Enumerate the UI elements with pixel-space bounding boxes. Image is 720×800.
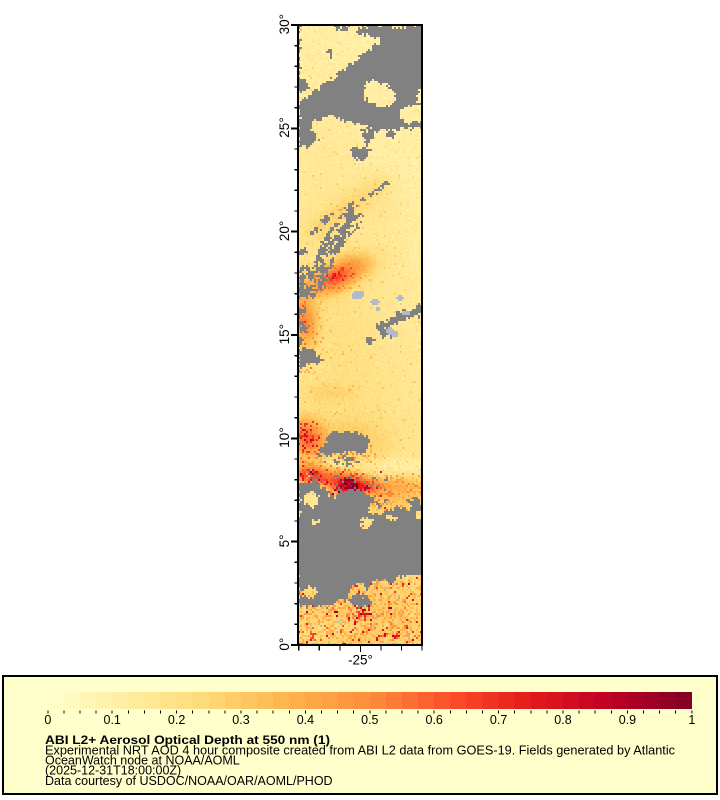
svg-text:0.9: 0.9 — [619, 713, 636, 727]
svg-text:-25°: -25° — [348, 653, 373, 668]
svg-text:0.3: 0.3 — [232, 713, 249, 727]
svg-text:10°: 10° — [277, 427, 292, 447]
svg-text:1: 1 — [688, 713, 695, 727]
svg-text:OceanWatch node at NOAA/AOML: OceanWatch node at NOAA/AOML — [45, 754, 240, 768]
svg-text:0.1: 0.1 — [104, 713, 121, 727]
svg-text:Data courtesy of USDOC/NOAA/OA: Data courtesy of USDOC/NOAA/OAR/AOML/PHO… — [45, 774, 333, 788]
svg-text:30°: 30° — [277, 14, 292, 34]
svg-text:0.2: 0.2 — [168, 713, 185, 727]
svg-text:Experimental NRT AOD 4 hour co: Experimental NRT AOD 4 hour composite cr… — [45, 743, 675, 757]
svg-text:0.4: 0.4 — [297, 713, 314, 727]
svg-text:5°: 5° — [277, 534, 292, 547]
svg-text:20°: 20° — [277, 221, 292, 241]
svg-text:15°: 15° — [277, 324, 292, 344]
svg-text:0.8: 0.8 — [554, 713, 571, 727]
svg-text:0°: 0° — [277, 638, 292, 651]
svg-text:(2025-12-31T18:00:00Z): (2025-12-31T18:00:00Z) — [45, 764, 181, 778]
svg-text:0.5: 0.5 — [361, 713, 378, 727]
svg-text:0.7: 0.7 — [490, 713, 507, 727]
svg-text:0.6: 0.6 — [426, 713, 443, 727]
svg-text:0: 0 — [44, 713, 51, 727]
svg-text:ABI L2+ Aerosol Optical Depth: ABI L2+ Aerosol Optical Depth at 550 nm … — [45, 733, 330, 747]
svg-text:25°: 25° — [277, 117, 292, 137]
